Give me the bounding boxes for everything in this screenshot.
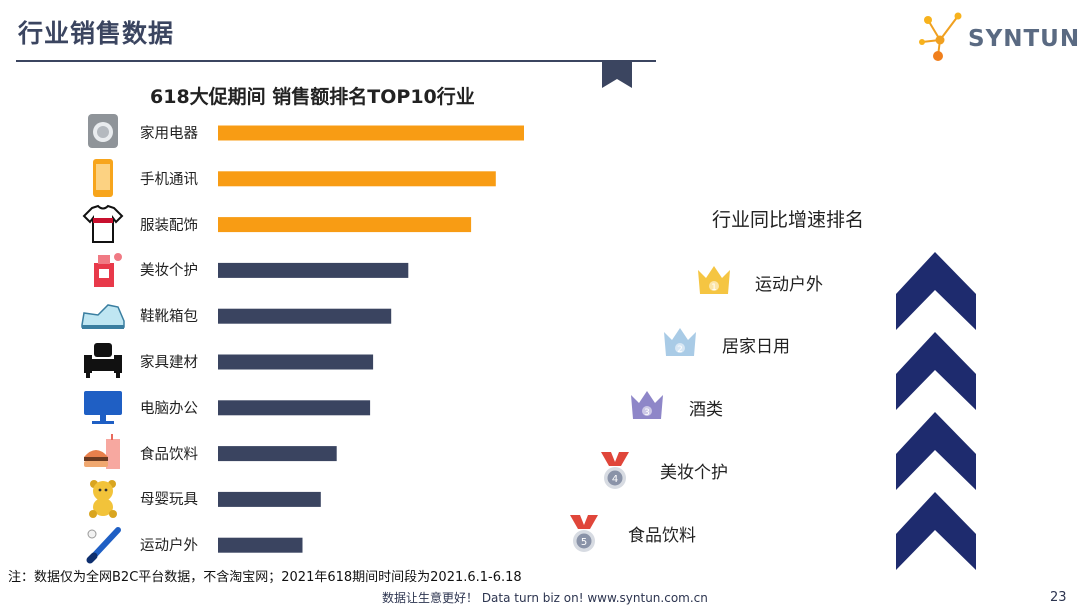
baseball-bat-icon: [86, 527, 121, 564]
chevron-up-icon: [896, 252, 976, 330]
chart-title: 618大促期间 销售额排名TOP10行业: [150, 86, 475, 108]
washing-machine-icon: [88, 114, 118, 148]
tshirt-icon: [82, 204, 124, 243]
category-label: 服装配饰: [140, 217, 198, 234]
perfume-icon: [94, 253, 122, 288]
chevron-up-icon: [896, 332, 976, 410]
category-label: 电脑办公: [140, 400, 198, 417]
bar-8: [218, 446, 337, 462]
title-divider: [16, 60, 656, 62]
growth-rank-label: 居家日用: [722, 337, 790, 357]
svg-text:2: 2: [677, 345, 683, 355]
fast-food-icon: [84, 433, 120, 469]
bar-6: [218, 354, 374, 370]
logo-text: SYNTUN: [968, 26, 1080, 52]
smartphone-icon: [93, 158, 113, 197]
bar-7: [218, 400, 371, 416]
sneaker-icon: [81, 304, 125, 330]
category-label: 美妆个护: [140, 263, 198, 280]
bar-2: [218, 171, 496, 187]
teddy-bear-icon: [89, 480, 117, 519]
category-label: 鞋靴箱包: [140, 309, 198, 326]
category-label: 手机通讯: [140, 171, 198, 188]
growth-ranking-title: 行业同比增速排名: [712, 209, 865, 231]
bar-3: [218, 217, 472, 233]
growth-rank-label: 食品饮料: [628, 526, 696, 546]
footnote: 注：数据仅为全网B2C平台数据，不含淘宝网；2021年618期间时间段为2021…: [8, 570, 522, 585]
page-number: 23: [1050, 590, 1067, 605]
syntun-logo-icon: [919, 12, 962, 61]
svg-text:1: 1: [711, 283, 717, 293]
svg-text:3: 3: [644, 408, 650, 418]
bar-4: [218, 262, 409, 278]
growth-rank-label: 美妆个护: [660, 463, 728, 483]
rank-4-medal-icon: 4: [601, 452, 629, 489]
growth-rank-label: 运动户外: [755, 275, 823, 295]
svg-text:4: 4: [612, 474, 618, 485]
growth-arrows-icon: [896, 252, 976, 570]
monitor-icon: [84, 390, 122, 424]
category-label: 家具建材: [140, 355, 198, 371]
bar-1: [218, 125, 524, 141]
rank-3-crown-icon: 3: [631, 391, 663, 419]
category-label: 食品饮料: [140, 446, 198, 463]
category-label: 家用电器: [140, 126, 198, 142]
page-title: 行业销售数据: [18, 19, 175, 48]
chevron-up-icon: [896, 412, 976, 490]
svg-text:5: 5: [581, 537, 587, 548]
footer-slogan: 数据让生意更好！ Data turn biz on! www.syntun.co…: [382, 591, 708, 605]
bar-5: [218, 308, 392, 324]
bar-9: [218, 491, 321, 507]
bookmark-icon: [602, 61, 632, 88]
bar-10: [218, 537, 303, 553]
rank-2-crown-icon: 2: [664, 328, 696, 356]
category-label: 运动户外: [140, 538, 198, 555]
sofa-icon: [84, 343, 122, 378]
category-label: 母婴玩具: [140, 492, 198, 509]
chevron-up-icon: [896, 492, 976, 570]
growth-rank-label: 酒类: [689, 400, 723, 420]
rank-1-crown-icon: 1: [698, 266, 730, 294]
rank-5-medal-icon: 5: [570, 515, 598, 552]
